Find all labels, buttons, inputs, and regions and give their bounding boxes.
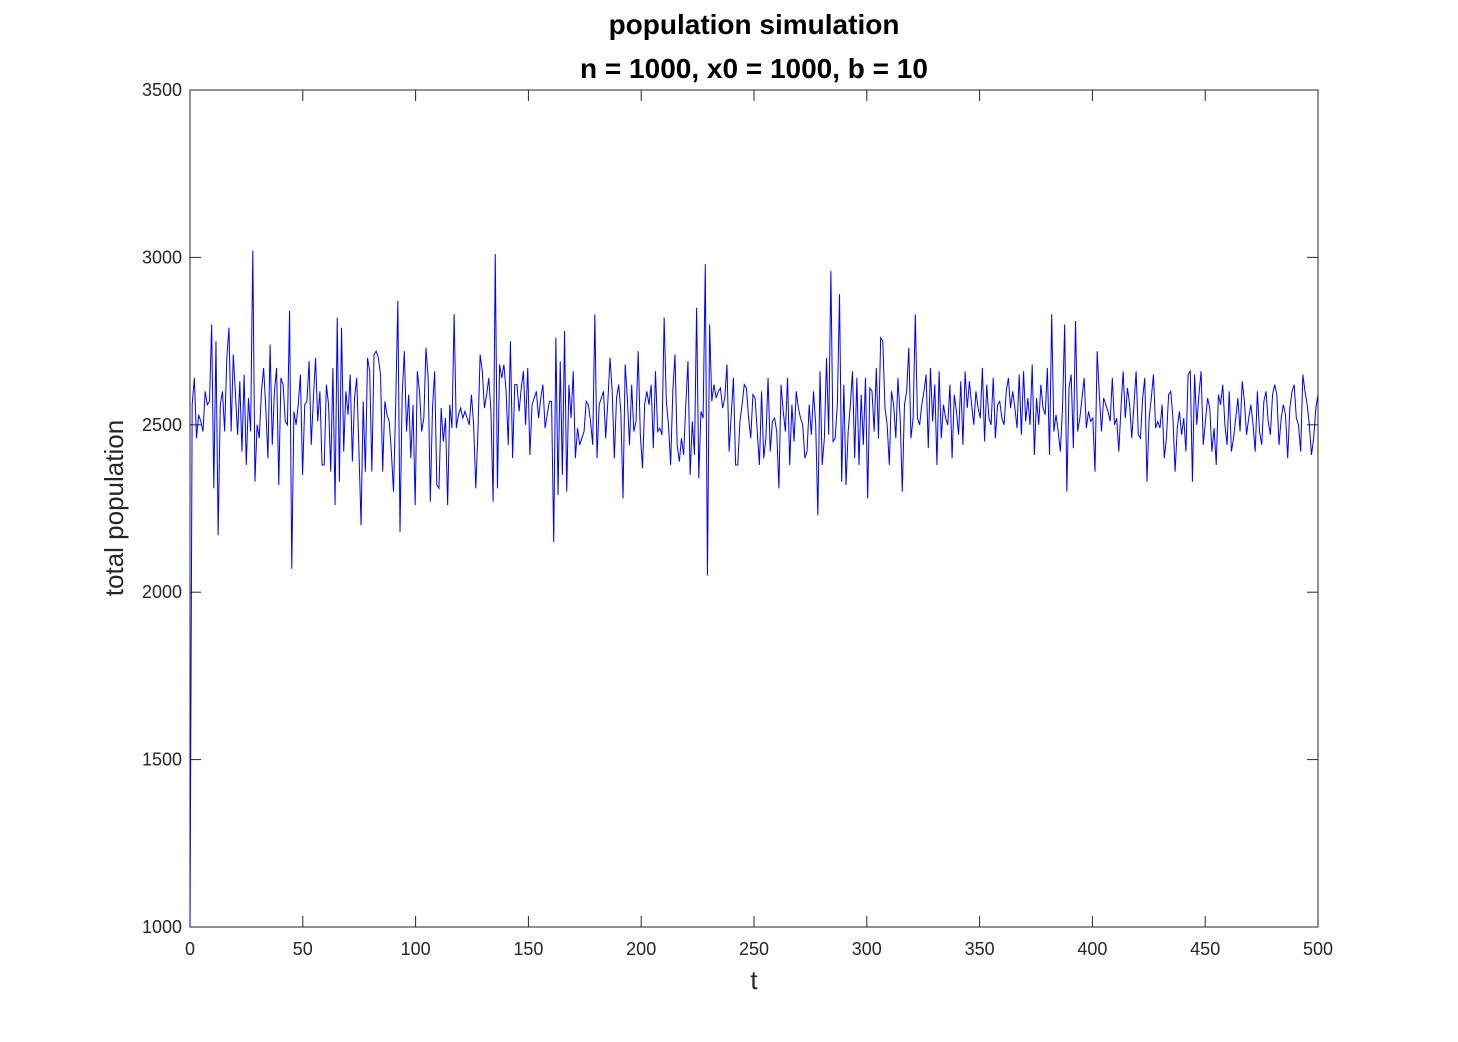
y-tick-label: 3500 (142, 80, 182, 100)
x-tick-label: 100 (401, 939, 431, 959)
axis-tick-labels: 0 50 100 150 200 250 300 350 400 450 500 1000 1500 20… (142, 80, 1333, 959)
axis-ticks (189, 89, 1319, 928)
x-tick-label: 0 (185, 939, 195, 959)
y-tick-label: 3000 (142, 247, 182, 267)
chart-title: population simulation (609, 9, 900, 40)
x-tick-label: 500 (1303, 939, 1333, 959)
plot-area (189, 89, 1319, 928)
x-tick-label: 450 (1190, 939, 1220, 959)
x-tick-label: 300 (852, 939, 882, 959)
x-tick-label: 200 (626, 939, 656, 959)
x-tick-label: 350 (965, 939, 995, 959)
x-axis-label: t (750, 965, 758, 995)
y-tick-label: 1500 (142, 750, 182, 770)
y-axis-label: total population (99, 420, 129, 596)
chart-subtitle: n = 1000, x0 = 1000, b = 10 (580, 53, 928, 84)
x-tick-label: 150 (513, 939, 543, 959)
y-tick-label: 2500 (142, 415, 182, 435)
population-series-line (189, 250, 1319, 928)
y-tick-label: 1000 (142, 917, 182, 937)
x-tick-label: 50 (293, 939, 313, 959)
x-tick-label: 400 (1077, 939, 1107, 959)
y-tick-label: 2000 (142, 582, 182, 602)
x-tick-label: 250 (739, 939, 769, 959)
